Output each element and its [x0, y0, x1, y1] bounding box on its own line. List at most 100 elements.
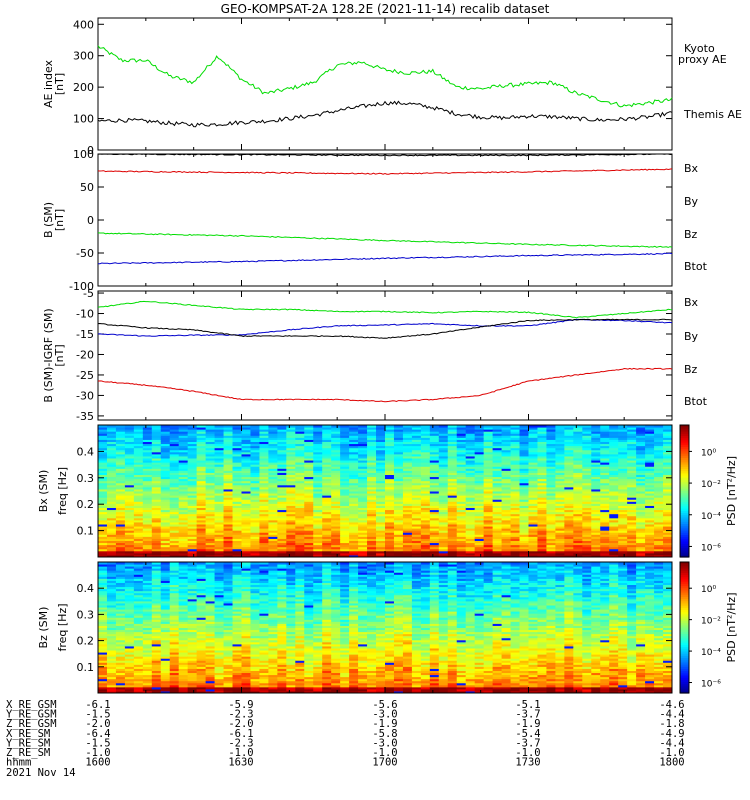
spectrogram-cell: [429, 554, 440, 558]
spectrogram-cell: [304, 542, 314, 546]
spectrogram-cell: [115, 480, 126, 484]
spectrogram-cell: [555, 542, 565, 546]
spectrogram-cell: [133, 582, 144, 586]
spectrogram-cell: [286, 515, 296, 519]
spectrogram-cell: [537, 437, 547, 440]
spectrogram-cell: [160, 562, 171, 565]
spectrogram-cell: [268, 491, 278, 494]
spectrogram-cell: [645, 526, 655, 529]
spectrogram-cell: [187, 484, 198, 488]
spectrogram-cell: [483, 554, 494, 558]
spectrogram-cell: [492, 435, 503, 438]
spectrogram-cell: [510, 540, 521, 544]
spectrogram-cell: [286, 513, 296, 517]
spectrogram-cell: [393, 542, 404, 546]
spectrogram-cell: [376, 445, 386, 449]
spectrogram-cell: [663, 524, 673, 527]
spectrogram-cell: [573, 511, 583, 515]
spectrogram-cell: [393, 524, 404, 527]
spectrogram-cell: [393, 443, 404, 447]
spectrogram-cell: [358, 503, 368, 506]
spectrogram-cell: [358, 470, 368, 473]
spectrogram-cell: [555, 435, 565, 438]
y-axis-title: B (SM)-IGRF (SM): [42, 308, 55, 402]
spectrogram-cell: [232, 524, 242, 527]
spectrogram-cell: [564, 425, 574, 428]
spectrogram-cell: [196, 460, 207, 463]
spectrogram-cell: [465, 517, 476, 521]
spectrogram-cell: [492, 484, 503, 488]
spectrogram-cell: [420, 515, 431, 519]
spectrogram-cell: [98, 534, 108, 537]
spectrogram-cell: [528, 513, 538, 517]
spectrogram-cell: [465, 554, 476, 558]
spectrogram-cell: [582, 526, 592, 529]
spectrogram-cell: [169, 439, 180, 442]
spectrogram-cell: [358, 488, 368, 492]
spectrogram-cell: [420, 470, 431, 473]
spectrogram-cell: [295, 550, 305, 554]
spectrogram-cell: [115, 582, 126, 586]
spectrogram-cell: [340, 486, 350, 490]
spectrogram-cell: [250, 544, 260, 548]
spectrogram-cell: [393, 550, 404, 554]
spectrogram-cell: [286, 433, 296, 436]
spectrogram-cell: [340, 484, 350, 488]
spectrogram-cell: [142, 674, 153, 678]
spectrogram-cell: [331, 532, 341, 535]
spectrogram-cell: [376, 437, 386, 440]
spectrogram-cell: [331, 447, 341, 451]
spectrogram-cell: [438, 447, 449, 451]
spectrogram-cell: [286, 437, 296, 440]
spectrogram-cell: [106, 532, 117, 535]
spectrogram-cell: [573, 497, 583, 500]
spectrogram-cell: [636, 495, 646, 498]
spectrogram-cell: [645, 511, 655, 515]
spectrogram-cell: [438, 458, 449, 461]
spectrogram-cell: [277, 540, 287, 544]
spectrogram-cell: [465, 526, 476, 529]
spectrogram-cell: [385, 453, 395, 457]
spectrogram-cell: [259, 484, 269, 488]
spectrogram-cell: [483, 540, 494, 544]
spectrogram-cell: [98, 493, 108, 496]
spectrogram-cell: [187, 427, 198, 430]
spectrogram-cell: [223, 501, 234, 504]
spectrogram-cell: [178, 497, 189, 500]
spectrogram-cell: [393, 427, 404, 430]
spectrogram-cell: [367, 441, 377, 445]
spectrogram-cell: [169, 550, 180, 554]
spectrogram-cell: [636, 488, 646, 492]
spectrogram-cell: [115, 643, 126, 647]
spectrogram-cell: [115, 607, 126, 610]
spectrogram-cell: [340, 554, 350, 558]
spectrogram-cell: [555, 474, 565, 478]
spectrogram-cell: [277, 443, 287, 447]
spectrogram-cell: [313, 429, 323, 432]
spectrogram-cell: [115, 491, 126, 494]
spectrogram-cell: [98, 507, 108, 511]
spectrogram-cell: [133, 552, 144, 556]
spectrogram-cell: [447, 546, 458, 550]
spectrogram-cell: [429, 449, 440, 453]
spectrogram-cell: [178, 443, 189, 447]
spectrogram-cell: [609, 493, 619, 496]
spectrogram-cell: [474, 503, 485, 506]
spectrogram-cell: [178, 540, 189, 544]
spectrogram-cell: [618, 491, 628, 494]
spectrogram-cell: [142, 552, 153, 556]
spectrogram-cell: [618, 546, 628, 550]
spectrogram-cell: [627, 427, 637, 430]
spectrogram-cell: [142, 528, 153, 531]
spectrogram-cell: [385, 546, 395, 550]
spectrogram-cell: [627, 455, 637, 459]
spectrogram-cell: [205, 488, 216, 492]
spectrogram-cell: [438, 493, 449, 496]
spectrogram-cell: [492, 474, 503, 478]
spectrogram-cell: [124, 449, 135, 453]
spectrogram-cell: [169, 660, 180, 663]
spectrogram-cell: [447, 507, 458, 511]
spectrogram-cell: [160, 429, 171, 432]
spectrogram-cell: [582, 484, 592, 488]
spectrogram-cell: [501, 443, 512, 447]
